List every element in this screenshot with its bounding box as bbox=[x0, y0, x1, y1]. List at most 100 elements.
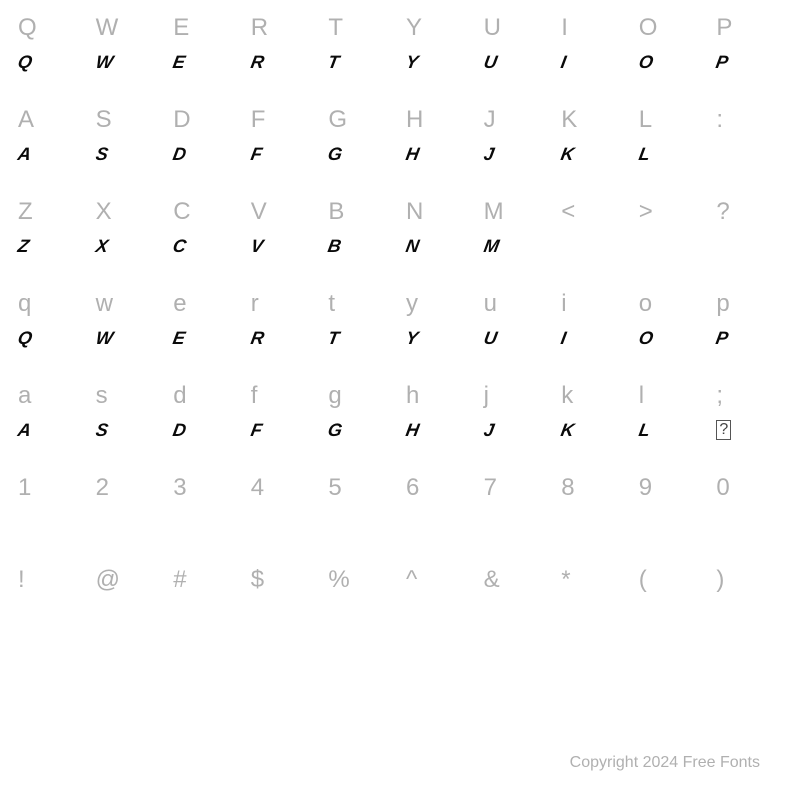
reference-char: ^ bbox=[400, 562, 478, 598]
glyph-char: I bbox=[555, 322, 633, 354]
reference-char: M bbox=[478, 194, 556, 230]
glyph-char: J bbox=[478, 414, 556, 446]
reference-char: U bbox=[478, 10, 556, 46]
reference-char: T bbox=[322, 10, 400, 46]
glyph-char bbox=[12, 598, 90, 630]
reference-char: : bbox=[710, 102, 788, 138]
glyph-char bbox=[710, 138, 788, 170]
glyph-char: K bbox=[555, 138, 633, 170]
reference-char: H bbox=[400, 102, 478, 138]
row-pair: ZXCVBNM<>?ZXCVBNM bbox=[12, 194, 788, 262]
reference-char: i bbox=[555, 286, 633, 322]
reference-char: f bbox=[245, 378, 323, 414]
reference-char: j bbox=[478, 378, 556, 414]
reference-char: 6 bbox=[400, 470, 478, 506]
reference-char: Q bbox=[12, 10, 90, 46]
glyph-char: T bbox=[322, 46, 400, 78]
glyph-char bbox=[245, 506, 323, 538]
copyright-text: Copyright 2024 Free Fonts bbox=[570, 754, 760, 771]
glyph-char: D bbox=[167, 138, 245, 170]
glyph-char: G bbox=[322, 138, 400, 170]
reference-char: 7 bbox=[478, 470, 556, 506]
glyph-char bbox=[12, 506, 90, 538]
reference-char: P bbox=[710, 10, 788, 46]
glyph-char bbox=[245, 598, 323, 630]
glyph-char bbox=[555, 506, 633, 538]
glyph-char bbox=[478, 506, 556, 538]
reference-char: Y bbox=[400, 10, 478, 46]
glyph-char: I bbox=[555, 46, 633, 78]
glyph-char bbox=[167, 598, 245, 630]
row-pair: ASDFGHJKL:ASDFGHJKL bbox=[12, 102, 788, 170]
glyph-char bbox=[90, 506, 168, 538]
reference-char: % bbox=[322, 562, 400, 598]
glyph-char: M bbox=[478, 230, 556, 262]
reference-char: < bbox=[555, 194, 633, 230]
glyph-char: P bbox=[710, 46, 788, 78]
reference-char: R bbox=[245, 10, 323, 46]
reference-row: ZXCVBNM<>? bbox=[12, 194, 788, 230]
reference-char: y bbox=[400, 286, 478, 322]
glyph-char bbox=[167, 506, 245, 538]
reference-char: L bbox=[633, 102, 711, 138]
reference-char: 2 bbox=[90, 470, 168, 506]
reference-row: QWERTYUIOP bbox=[12, 10, 788, 46]
glyph-char bbox=[633, 230, 711, 262]
glyph-char: Q bbox=[12, 46, 90, 78]
reference-char: Z bbox=[12, 194, 90, 230]
reference-char: ) bbox=[710, 562, 788, 598]
reference-char: g bbox=[322, 378, 400, 414]
reference-char: ( bbox=[633, 562, 711, 598]
reference-char: 8 bbox=[555, 470, 633, 506]
glyph-char: S bbox=[90, 414, 168, 446]
reference-char: @ bbox=[90, 562, 168, 598]
glyph-row: QWERTYUIOP bbox=[12, 322, 788, 354]
reference-row: !@#$%^&*() bbox=[12, 562, 788, 598]
row-pair: asdfghjkl;ASDFGHJKL? bbox=[12, 378, 788, 446]
reference-char: 3 bbox=[167, 470, 245, 506]
reference-char: h bbox=[400, 378, 478, 414]
glyph-char: K bbox=[555, 414, 633, 446]
glyph-char: T bbox=[322, 322, 400, 354]
reference-char: D bbox=[167, 102, 245, 138]
reference-char: $ bbox=[245, 562, 323, 598]
glyph-char bbox=[555, 598, 633, 630]
reference-char: C bbox=[167, 194, 245, 230]
reference-char: G bbox=[322, 102, 400, 138]
reference-char: I bbox=[555, 10, 633, 46]
glyph-char: R bbox=[245, 46, 323, 78]
glyph-char bbox=[322, 506, 400, 538]
reference-char: O bbox=[633, 10, 711, 46]
glyph-char bbox=[400, 598, 478, 630]
reference-char: ? bbox=[710, 194, 788, 230]
copyright-footer: Copyright 2024 Free Fonts bbox=[570, 754, 760, 772]
glyph-char: A bbox=[12, 414, 90, 446]
reference-char: W bbox=[90, 10, 168, 46]
glyph-char: J bbox=[478, 138, 556, 170]
glyph-char: R bbox=[245, 322, 323, 354]
reference-char: A bbox=[12, 102, 90, 138]
glyph-row bbox=[12, 598, 788, 630]
reference-char: l bbox=[633, 378, 711, 414]
glyph-char: X bbox=[90, 230, 168, 262]
reference-char: s bbox=[90, 378, 168, 414]
reference-char: w bbox=[90, 286, 168, 322]
reference-char: B bbox=[322, 194, 400, 230]
reference-char: & bbox=[478, 562, 556, 598]
glyph-char: Q bbox=[12, 322, 90, 354]
reference-char: K bbox=[555, 102, 633, 138]
glyph-char: N bbox=[400, 230, 478, 262]
reference-char: ; bbox=[710, 378, 788, 414]
reference-char: F bbox=[245, 102, 323, 138]
reference-char: J bbox=[478, 102, 556, 138]
glyph-char: B bbox=[322, 230, 400, 262]
reference-row: ASDFGHJKL: bbox=[12, 102, 788, 138]
glyph-char bbox=[90, 598, 168, 630]
glyph-char bbox=[322, 598, 400, 630]
glyph-char: F bbox=[245, 138, 323, 170]
glyph-char: Y bbox=[400, 46, 478, 78]
glyph-char: E bbox=[167, 322, 245, 354]
reference-char: 1 bbox=[12, 470, 90, 506]
reference-char: u bbox=[478, 286, 556, 322]
reference-row: qwertyuiop bbox=[12, 286, 788, 322]
